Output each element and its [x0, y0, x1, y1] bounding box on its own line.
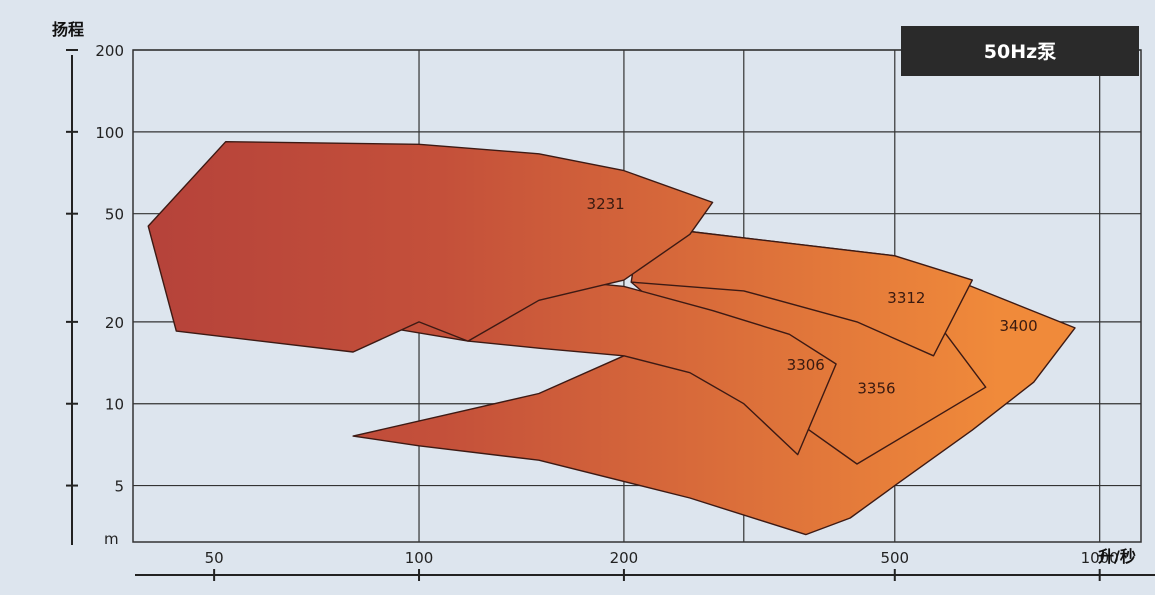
x-axis: 50 100 200 500 1000: [135, 549, 1155, 581]
pump-region-label-3312: 3312: [887, 289, 925, 307]
x-tick-label: 50: [205, 549, 224, 567]
pump-region-3231: [147, 140, 714, 353]
y-axis-unit: m: [104, 530, 119, 548]
y-tick-label: 50: [105, 206, 124, 224]
x-tick-label: 200: [610, 549, 639, 567]
frequency-badge-box: [901, 26, 1139, 76]
y-axis: 5 10 20 50 100 200: [66, 42, 124, 545]
pump-regions: [147, 140, 1076, 536]
y-tick-label: 10: [105, 396, 124, 414]
pump-region-label-3356: 3356: [857, 380, 895, 398]
pump-region-label-3306: 3306: [787, 356, 825, 374]
x-tick-label: 500: [880, 549, 909, 567]
pump-region-labels: 3400 3356 3312 3306 3231: [587, 195, 1038, 397]
y-tick-label: 5: [114, 478, 124, 496]
x-axis-title: 升/秒: [1098, 547, 1136, 566]
x-tick-label: 100: [405, 549, 434, 567]
pump-region-label-3231: 3231: [587, 195, 625, 213]
x-tick-label: 1000: [1081, 549, 1119, 567]
pump-region-3312: [630, 230, 973, 357]
y-tick-label: 20: [105, 314, 124, 332]
y-tick-label: 200: [95, 42, 124, 60]
pump-region-label-3400: 3400: [999, 317, 1037, 335]
frequency-badge-label: 50Hz泵: [984, 41, 1056, 63]
frequency-badge: 50Hz泵: [901, 26, 1139, 76]
y-axis-title: 扬程: [52, 20, 84, 39]
y-tick-label: 100: [95, 124, 124, 142]
